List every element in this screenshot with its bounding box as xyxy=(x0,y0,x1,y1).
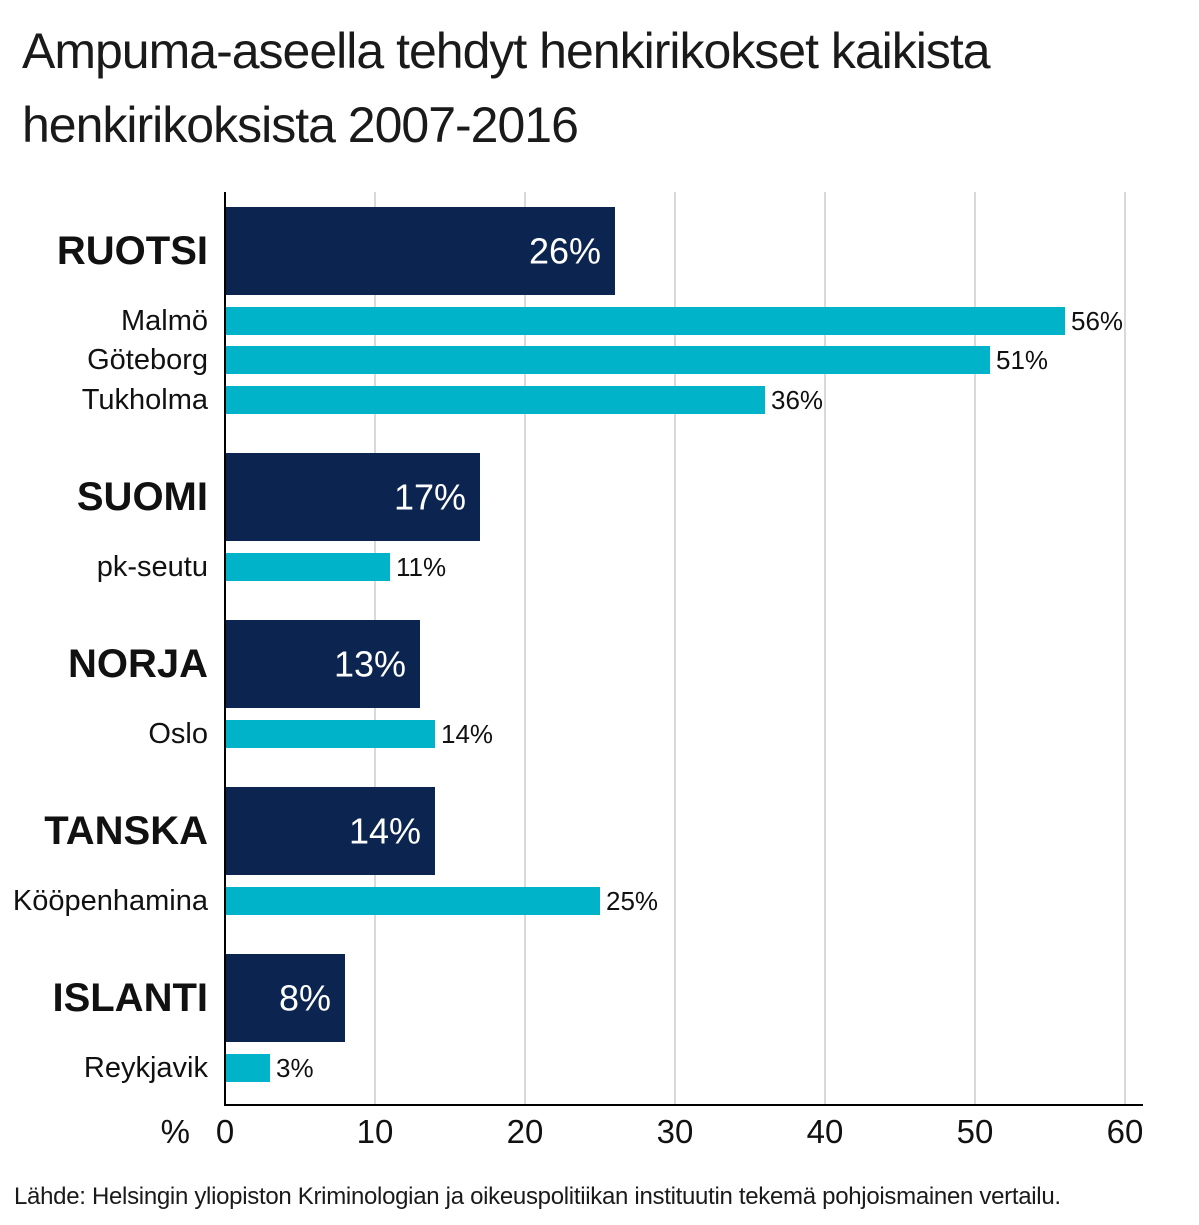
category-label-tanska: TANSKA xyxy=(44,809,208,853)
category-label-ruotsi: RUOTSI xyxy=(57,229,208,273)
value-label-malmö: 56% xyxy=(1071,306,1123,336)
category-label-reykjavik: Reykjavik xyxy=(84,1052,209,1084)
bar-göteborg xyxy=(225,346,990,374)
value-label-kööpenhamina: 25% xyxy=(606,886,658,916)
x-tick-label-0: 0 xyxy=(216,1113,234,1150)
category-label-göteborg: Göteborg xyxy=(87,344,208,376)
category-label-kööpenhamina: Kööpenhamina xyxy=(13,885,209,917)
bar-tukholma xyxy=(225,386,765,414)
bar-pk-seutu xyxy=(225,553,390,581)
category-label-malmö: Malmö xyxy=(121,305,208,337)
category-label-islanti: ISLANTI xyxy=(52,976,208,1020)
category-label-oslo: Oslo xyxy=(148,718,208,750)
value-label-pk-seutu: 11% xyxy=(396,552,446,582)
chart-title: Ampuma-aseella tehdyt henkirikokset kaik… xyxy=(22,14,1182,162)
chart-title-line-1: Ampuma-aseella tehdyt henkirikokset kaik… xyxy=(22,23,991,79)
value-label-suomi: 17% xyxy=(394,477,466,518)
bar-kööpenhamina xyxy=(225,887,600,915)
bar-chart: RUOTSI 26% Malmö 56% Göteborg 51% Tukholma 36% S… xyxy=(13,192,1144,1150)
value-label-tanska: 14% xyxy=(349,811,421,852)
value-label-göteborg: 51% xyxy=(996,345,1048,375)
x-tick-label-10: 10 xyxy=(357,1113,394,1150)
value-label-tukholma: 36% xyxy=(771,385,823,415)
chart-title-line-2: henkirikoksista 2007-2016 xyxy=(22,97,579,153)
x-tick-label-30: 30 xyxy=(657,1113,694,1150)
value-label-reykjavik: 3% xyxy=(276,1053,314,1083)
category-label-suomi: SUOMI xyxy=(77,475,208,519)
value-label-norja: 13% xyxy=(334,644,406,685)
bar-malmö xyxy=(225,307,1065,335)
bar-oslo xyxy=(225,720,435,748)
x-axis-label: % xyxy=(161,1113,190,1150)
value-label-ruotsi: 26% xyxy=(529,231,601,272)
x-tick-label-50: 50 xyxy=(957,1113,994,1150)
source-note: Lähde: Helsingin yliopiston Kriminologia… xyxy=(14,1183,1061,1210)
x-tick-label-40: 40 xyxy=(807,1113,844,1150)
x-tick-label-20: 20 xyxy=(507,1113,544,1150)
category-label-norja: NORJA xyxy=(68,642,208,686)
value-label-islanti: 8% xyxy=(279,978,331,1019)
value-label-oslo: 14% xyxy=(441,719,493,749)
bar-norja xyxy=(225,620,420,708)
bar-suomi xyxy=(225,453,480,541)
bar-reykjavik xyxy=(225,1054,270,1082)
bar-tanska xyxy=(225,787,435,875)
bar-ruotsi xyxy=(225,207,615,295)
category-label-pk-seutu: pk-seutu xyxy=(97,551,208,583)
bar-islanti xyxy=(225,954,345,1042)
x-tick-label-60: 60 xyxy=(1107,1113,1144,1150)
category-label-tukholma: Tukholma xyxy=(82,384,209,416)
